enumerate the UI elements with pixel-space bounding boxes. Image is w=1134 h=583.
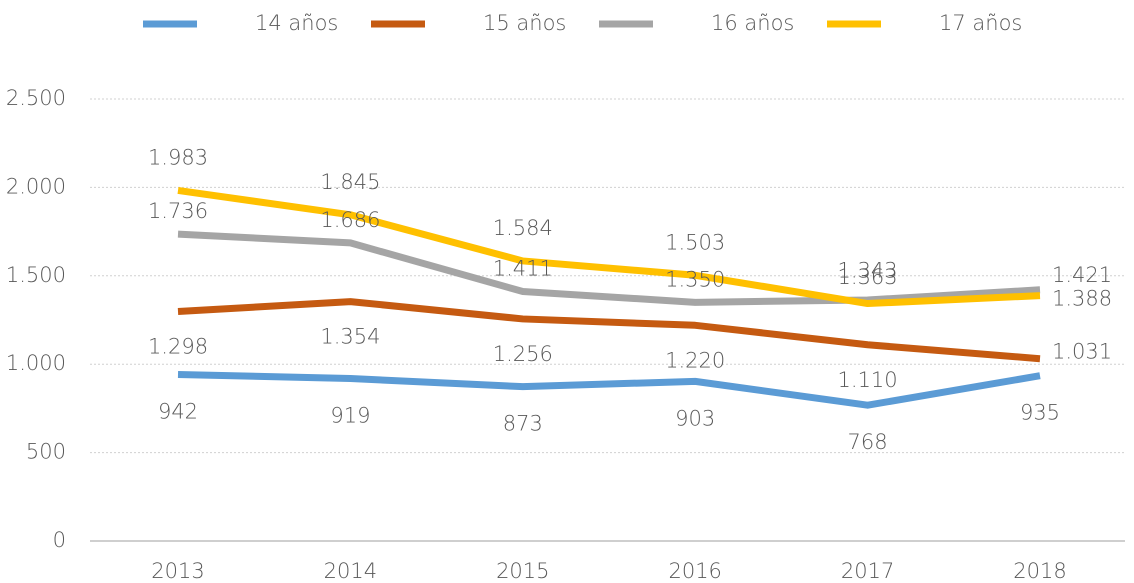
- data-label: 768: [848, 430, 888, 454]
- data-label: 903: [675, 406, 715, 430]
- y-tick-label: 1.500: [6, 263, 66, 287]
- data-label: 1.031: [1052, 340, 1112, 364]
- x-tick-label: 2018: [1013, 559, 1066, 583]
- data-label: 1.736: [148, 199, 208, 223]
- legend-label: 14 años: [255, 11, 338, 35]
- x-tick-label: 2014: [324, 559, 377, 583]
- line-series: [177, 370, 1041, 409]
- legend-label: 15 años: [483, 11, 566, 35]
- y-tick-label: 2.000: [6, 174, 66, 198]
- x-tick-label: 2013: [151, 559, 204, 583]
- data-label: 1.421: [1052, 263, 1112, 287]
- data-label: 1.686: [320, 208, 380, 232]
- line-series: [177, 230, 1041, 306]
- x-tick-label: 2015: [496, 559, 549, 583]
- y-tick-label: 1.000: [6, 351, 66, 375]
- data-label: 1.363: [838, 265, 898, 289]
- line-series: [177, 298, 1041, 363]
- data-label: 1.350: [665, 267, 725, 291]
- data-label: 1.256: [493, 342, 553, 366]
- y-tick-label: 2.500: [6, 86, 66, 110]
- data-label: 1.220: [665, 348, 725, 372]
- data-label: 1.388: [1052, 287, 1112, 311]
- data-label: 942: [158, 399, 198, 423]
- legend-label: 17 años: [939, 11, 1022, 35]
- data-label: 935: [1020, 401, 1060, 425]
- data-label: 873: [503, 412, 543, 436]
- data-label: 1.503: [665, 230, 725, 254]
- x-tick-label: 2016: [668, 559, 721, 583]
- data-label: 1.845: [320, 170, 380, 194]
- data-label: 1.584: [493, 216, 553, 240]
- data-label: 1.354: [320, 325, 380, 349]
- y-tick-label: 0: [53, 528, 66, 552]
- data-label: 1.983: [148, 145, 208, 169]
- line-series: [177, 186, 1041, 308]
- data-label: 919: [330, 404, 370, 428]
- data-label: 1.298: [148, 335, 208, 359]
- y-tick-label: 500: [26, 440, 66, 464]
- data-label: 1.343: [838, 259, 898, 283]
- data-label: 1.411: [493, 257, 553, 281]
- data-label: 1.110: [838, 368, 898, 392]
- x-tick-label: 2017: [841, 559, 894, 583]
- legend-label: 16 años: [711, 11, 794, 35]
